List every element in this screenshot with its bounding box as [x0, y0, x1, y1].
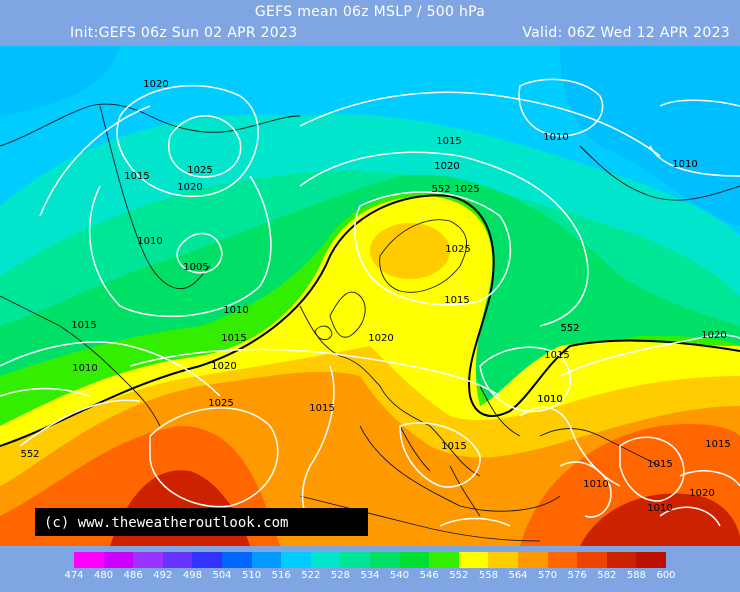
isobar-label: 1015: [705, 439, 730, 450]
isobar-label: 1015: [71, 320, 96, 331]
isobar-label: 1015: [124, 171, 149, 182]
init-time: Init:GEFS 06z Sun 02 APR 2023: [70, 25, 298, 41]
isobar-label: 1015: [544, 350, 569, 361]
colorbar-segment: [636, 552, 666, 568]
colorbar-segment: [251, 552, 282, 568]
isobar-label: 1005: [183, 262, 208, 273]
isobar-label: 1010: [223, 305, 248, 316]
weather-map: 1020 1015 1025 1020 1010 1005 1010 1015 …: [0, 46, 740, 546]
colorbar-tick-label: 534: [360, 570, 380, 581]
colorbar-tick-label: 540: [390, 570, 410, 581]
colorbar-tick-label: 564: [508, 570, 528, 581]
colorbar-tick-label: 492: [153, 570, 173, 581]
isobar-label: 1015: [444, 295, 469, 306]
colorbar-segment: [369, 552, 400, 568]
valid-time: Valid: 06Z Wed 12 APR 2023: [522, 25, 730, 41]
isobar-label: 1010: [543, 132, 568, 143]
colorbar-ticks: 474 480 486 492 498 504 510 516 522 528 534 540 546 5…: [64, 570, 675, 584]
colorbar-segment: [399, 552, 430, 568]
colorbar-segment: [517, 552, 548, 568]
colorbar-segment: [133, 552, 163, 568]
isobar-label: 1025: [208, 398, 233, 409]
isobar-label-layer: 1020 1015 1025 1020 1010 1005 1010 1015 …: [71, 79, 730, 514]
colorbar-segment: [192, 552, 222, 568]
colorbar-segment: [162, 552, 193, 568]
isobar-label: 1015: [309, 403, 334, 414]
colorbar-segment: [310, 552, 341, 568]
isobar-label: 1010: [72, 363, 97, 374]
isobar-label: 1010: [137, 236, 162, 247]
isobar-label: 1015: [221, 333, 246, 344]
colorbar-tick-label: 576: [567, 570, 587, 581]
dam-contour-layer: [0, 194, 740, 447]
isobar-label: 1020: [368, 333, 393, 344]
colorbar-segment: [221, 552, 252, 568]
isobar-label: 1025: [445, 244, 470, 255]
colorbar-tick-label: 510: [242, 570, 262, 581]
dam-label: 552: [560, 323, 579, 334]
colorbar-tick-label: 498: [182, 570, 202, 581]
colorbar-segment: [103, 552, 134, 568]
colorbar-tick-label: 528: [330, 570, 350, 581]
dam-label: 552: [431, 184, 450, 195]
map-title: GEFS mean 06z MSLP / 500 hPa: [254, 4, 486, 20]
isobar-label: 1020: [177, 182, 202, 193]
copyright-text: (c) www.theweatheroutlook.com: [44, 515, 288, 531]
isobar-label: 1015: [647, 459, 672, 470]
isobar-label: 1010: [672, 159, 697, 170]
dam-label-layer: 552 552 552: [20, 184, 579, 460]
colorbar-tick-label: 522: [301, 570, 321, 581]
colorbar-tick-label: 486: [123, 570, 143, 581]
isobar-label: 1020: [211, 361, 236, 372]
isobar-label: 1020: [143, 79, 168, 90]
copyright-box: (c) www.theweatheroutlook.com: [35, 508, 368, 536]
colorbar-tick-label: 600: [656, 570, 676, 581]
dam-label: 552: [20, 449, 39, 460]
colorbar-tick-label: 588: [626, 570, 646, 581]
colorbar-tick-label: 570: [538, 570, 558, 581]
colorbar-segment: [458, 552, 489, 568]
coastline-layer: [0, 103, 740, 542]
colorbar-segment: [547, 552, 578, 568]
colorbar-segment: [74, 552, 104, 568]
isobar-label: 1025: [187, 165, 212, 176]
colorbar-tick-label: 474: [64, 570, 84, 581]
isobar-label: 1010: [537, 394, 562, 405]
isobar-label: 1020: [434, 161, 459, 172]
isobar-label: 1020: [689, 488, 714, 499]
isobar-layer: [0, 78, 740, 527]
colorbar-tick-label: 504: [212, 570, 232, 581]
isobar-label: 1015: [441, 441, 466, 452]
colorbar-segment: [606, 552, 637, 568]
colorbar-tick-label: 516: [271, 570, 291, 581]
colorbar-segment: [488, 552, 518, 568]
colorbar-segment: [429, 552, 459, 568]
colorbar-tick-label: 582: [597, 570, 617, 581]
colorbar-tick-label: 558: [478, 570, 498, 581]
isobar-label: 1020: [701, 330, 726, 341]
colorbar-segment: [281, 552, 311, 568]
colorbar-segment: [577, 552, 607, 568]
isobar-label: 1015: [436, 136, 461, 147]
colorbar: [74, 552, 666, 568]
isobar-label: 1010: [537, 394, 562, 405]
isobar-label: 1025: [454, 184, 479, 195]
colorbar-segment: [340, 552, 370, 568]
colorbar-tick-label: 546: [419, 570, 439, 581]
isobar-label: 1010: [647, 503, 672, 514]
colorbar-tick-label: 480: [94, 570, 114, 581]
isobar-label: 1010: [583, 479, 608, 490]
colorbar-tick-label: 552: [449, 570, 469, 581]
